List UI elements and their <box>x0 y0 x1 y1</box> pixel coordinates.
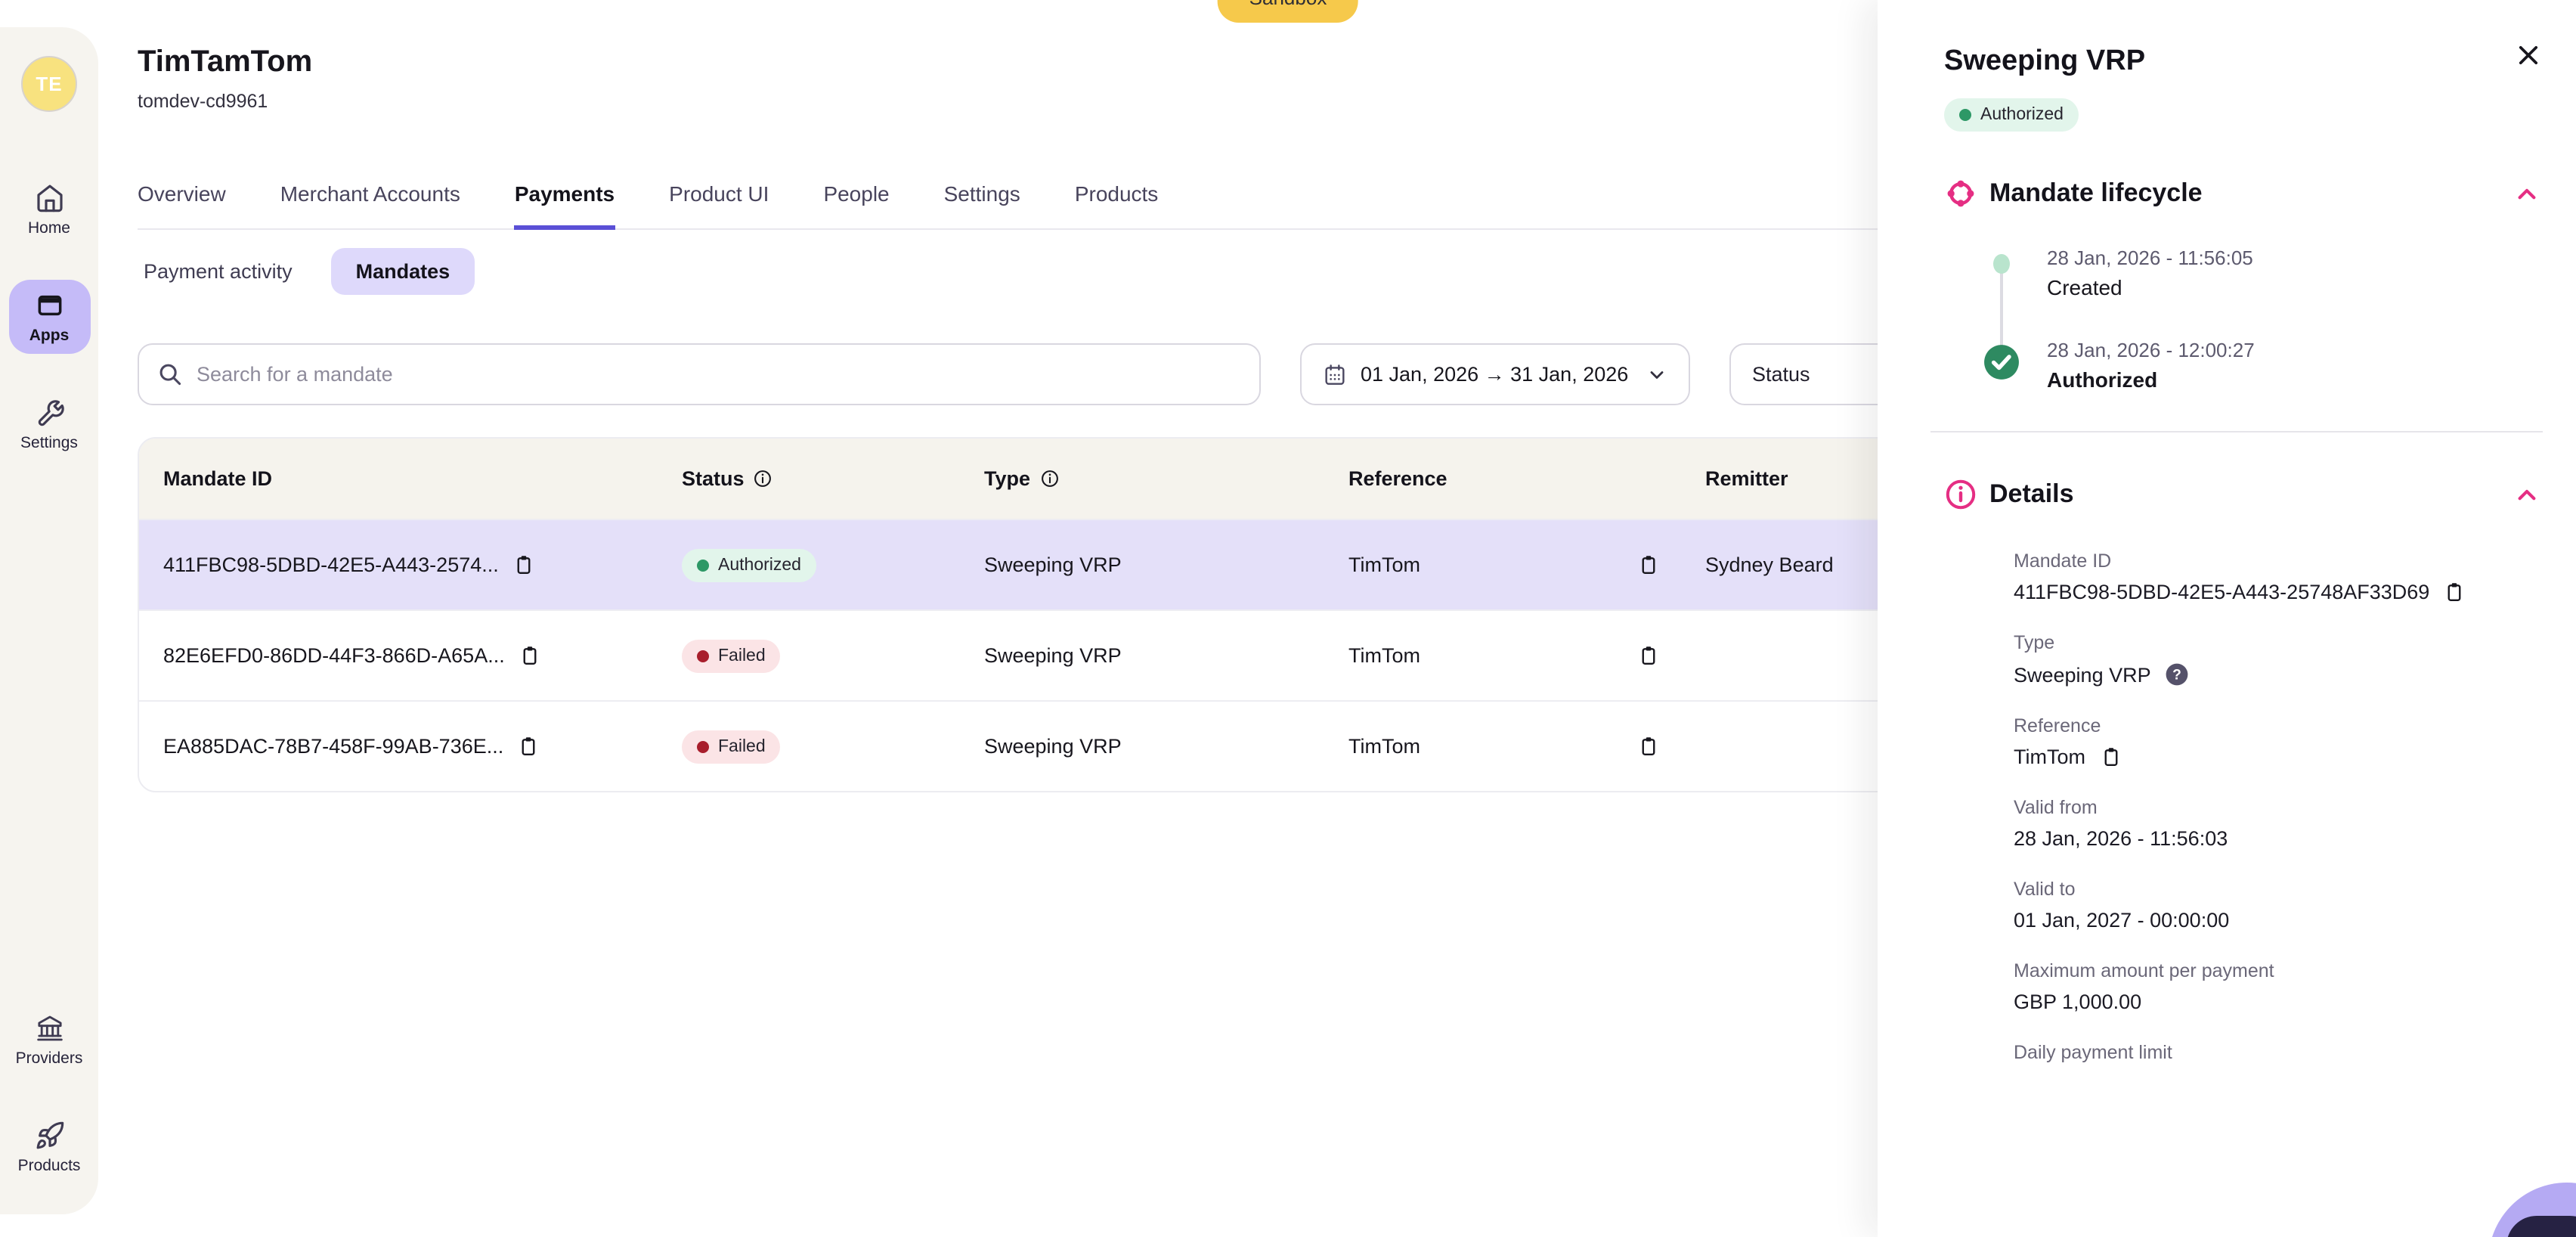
tab-bar: Overview Merchant Accounts Payments Prod… <box>138 181 2576 230</box>
main-content: TimTamTom tomdev-cd9961 Overview Merchan… <box>98 0 2576 1237</box>
status-dot <box>697 650 709 662</box>
info-circle-icon <box>1944 478 1977 511</box>
details-section-header: Details <box>1944 478 2576 511</box>
page-subtitle: tomdev-cd9961 <box>138 91 268 112</box>
copy-icon[interactable] <box>512 553 535 576</box>
help-icon[interactable]: ? <box>2165 662 2189 687</box>
sidebar-item-label: Apps <box>29 327 70 345</box>
bank-icon <box>34 1013 64 1043</box>
sidebar-item-home[interactable]: Home <box>8 172 90 246</box>
close-icon[interactable] <box>2516 42 2541 68</box>
field-daily-limit: Daily payment limit <box>2014 1042 2172 1063</box>
avatar[interactable]: TE <box>21 56 77 112</box>
table-header: Mandate ID Status Type Reference Remitte… <box>139 439 1903 519</box>
sidebar-item-label: Settings <box>20 434 78 452</box>
chevron-up-icon[interactable] <box>2514 181 2540 206</box>
sidebar-item-label: Products <box>17 1157 81 1175</box>
sidebar-item-label: Providers <box>15 1049 83 1068</box>
sandbox-environment-badge: Sandbox <box>1217 0 1359 23</box>
timeline-dot-icon <box>1993 254 2010 274</box>
copy-icon[interactable] <box>2099 746 2122 768</box>
sidebar-item-providers[interactable]: Providers <box>8 1003 90 1077</box>
apps-icon <box>34 290 64 321</box>
subtab-payment-activity[interactable]: Payment activity <box>144 259 293 282</box>
wrench-icon <box>34 398 64 428</box>
check-circle-icon <box>1983 343 2020 381</box>
status-filter-label: Status <box>1752 363 1810 386</box>
chevron-down-icon <box>1646 364 1667 385</box>
status-dot <box>697 740 709 752</box>
tab-payments[interactable]: Payments <box>514 181 615 230</box>
field-valid-from: Valid from 28 Jan, 2026 - 11:56:03 <box>2014 797 2228 850</box>
mandate-timeline: 28 Jan, 2026 - 11:56:05 Created 28 Jan, … <box>1944 246 2576 392</box>
calendar-icon <box>1323 362 1347 386</box>
table-row[interactable]: EA885DAC-78B7-458F-99AB-736E... Failed S… <box>139 700 1903 791</box>
subtab-mandates[interactable]: Mandates <box>331 247 475 294</box>
status-badge: Authorized <box>682 548 816 581</box>
sidebar-item-label: Home <box>27 219 70 237</box>
rocket-icon <box>34 1121 64 1151</box>
page-title: TimTamTom <box>138 45 313 79</box>
table-row[interactable]: 82E6EFD0-86DD-44F3-866D-A65A... Failed S… <box>139 609 1903 700</box>
info-icon[interactable] <box>754 469 773 488</box>
search-input[interactable] <box>197 363 1241 386</box>
subtab-bar: Payment activity Mandates <box>138 243 2576 298</box>
copy-icon[interactable] <box>517 735 540 758</box>
svg-text:?: ? <box>2172 668 2181 684</box>
column-mandate-id: Mandate ID <box>163 467 273 490</box>
column-type: Type <box>960 467 1324 490</box>
tab-settings[interactable]: Settings <box>943 181 1020 206</box>
lifecycle-section-header: Mandate lifecycle <box>1944 177 2576 210</box>
search-icon <box>157 361 183 387</box>
mandate-search <box>138 343 1261 405</box>
panel-title: Sweeping VRP <box>1944 45 2146 77</box>
column-status: Status <box>658 467 960 490</box>
status-badge: Failed <box>682 639 781 672</box>
field-valid-to: Valid to 01 Jan, 2027 - 00:00:00 <box>2014 879 2230 932</box>
field-mandate-id: Mandate ID 411FBC98-5DBD-42E5-A443-25748… <box>2014 550 2531 603</box>
sidebar-item-apps[interactable]: Apps <box>8 280 90 354</box>
chat-bubble-icon <box>2506 1216 2576 1237</box>
field-reference: Reference TimTom <box>2014 715 2531 768</box>
tab-product-ui[interactable]: Product UI <box>669 181 769 206</box>
copy-icon[interactable] <box>1637 735 1660 758</box>
tab-overview[interactable]: Overview <box>138 181 226 206</box>
date-range-value: 01 Jan, 2026 → 31 Jan, 2026 <box>1361 363 1629 386</box>
mandates-table: Mandate ID Status Type Reference Remitte… <box>138 437 1905 792</box>
field-max-amount: Maximum amount per payment GBP 1,000.00 <box>2014 960 2274 1013</box>
tab-people[interactable]: People <box>823 181 890 206</box>
sidebar-item-settings[interactable]: Settings <box>8 387 90 461</box>
copy-icon[interactable] <box>519 644 541 667</box>
info-icon[interactable] <box>1039 469 1059 488</box>
lifecycle-heading: Mandate lifecycle <box>1989 178 2203 207</box>
filter-row: 01 Jan, 2026 → 31 Jan, 2026 Status <box>138 343 2576 405</box>
tab-products[interactable]: Products <box>1074 181 1159 206</box>
copy-icon[interactable] <box>1637 644 1660 667</box>
chevron-up-icon[interactable] <box>2514 482 2540 507</box>
mandate-details-panel: Sweeping VRP Authorized Mandate lifecycl… <box>1878 0 2576 1237</box>
tab-merchant-accounts[interactable]: Merchant Accounts <box>280 181 460 206</box>
home-icon <box>34 183 64 213</box>
details-heading: Details <box>1989 479 2074 508</box>
copy-icon[interactable] <box>1637 553 1660 576</box>
status-dot <box>1959 109 1971 121</box>
sidebar: TE Home Apps Settings <box>0 27 98 1214</box>
date-range-picker[interactable]: 01 Jan, 2026 → 31 Jan, 2026 <box>1300 343 1690 405</box>
lifecycle-icon <box>1944 177 1977 210</box>
sidebar-item-products[interactable]: Products <box>8 1110 90 1184</box>
column-reference: Reference <box>1348 467 1447 490</box>
divider <box>1930 431 2543 432</box>
timeline-event-authorized: 28 Jan, 2026 - 12:00:27 Authorized <box>1944 339 2576 392</box>
copy-icon[interactable] <box>2443 581 2466 603</box>
timeline-event-created: 28 Jan, 2026 - 11:56:05 Created <box>1944 246 2576 299</box>
column-remitter: Remitter <box>1705 467 1788 490</box>
status-dot <box>697 559 709 571</box>
status-badge: Failed <box>682 730 781 763</box>
details-fields: Mandate ID 411FBC98-5DBD-42E5-A443-25748… <box>2014 550 2576 1063</box>
chat-launcher-button[interactable] <box>2488 1183 2576 1237</box>
field-type: Type Sweeping VRP ? <box>2014 632 2531 687</box>
table-row[interactable]: 411FBC98-5DBD-42E5-A443-2574... Authoriz… <box>139 519 1903 609</box>
panel-status-badge: Authorized <box>1944 98 2079 132</box>
